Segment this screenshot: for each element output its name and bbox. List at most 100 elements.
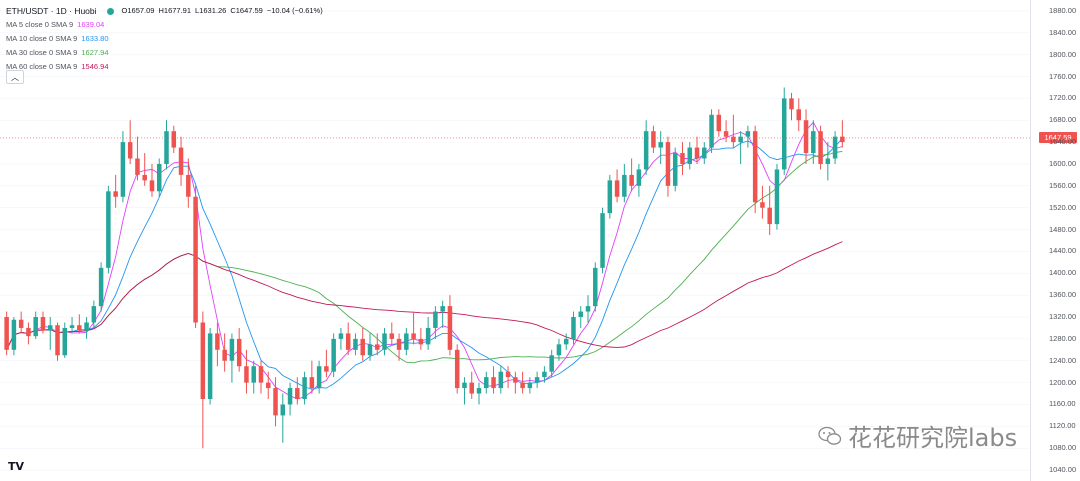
- candle[interactable]: [273, 377, 278, 427]
- candle[interactable]: [280, 393, 286, 443]
- candle[interactable]: [694, 136, 700, 164]
- candle[interactable]: [600, 207, 605, 274]
- candle[interactable]: [709, 109, 714, 154]
- candle[interactable]: [585, 295, 591, 323]
- candle[interactable]: [425, 317, 431, 350]
- candle[interactable]: [200, 311, 206, 449]
- candle[interactable]: [578, 306, 583, 328]
- candle[interactable]: [244, 349, 249, 394]
- candle[interactable]: [440, 300, 445, 328]
- candle[interactable]: [702, 142, 707, 164]
- candle[interactable]: [520, 371, 525, 394]
- candle[interactable]: [207, 327, 213, 405]
- candle[interactable]: [193, 185, 198, 328]
- price-axis[interactable]: 1647.59 1040.00 1080.00 1120.00 1160.00 1200…: [1030, 0, 1080, 481]
- candle[interactable]: [825, 142, 831, 181]
- candle[interactable]: [77, 314, 82, 334]
- collapse-legend-button[interactable]: ︿: [6, 70, 24, 84]
- candle[interactable]: [84, 317, 89, 339]
- candle[interactable]: [55, 322, 60, 361]
- candle[interactable]: [418, 327, 424, 350]
- candle[interactable]: [433, 306, 438, 339]
- candle[interactable]: [447, 295, 453, 356]
- candle[interactable]: [338, 327, 344, 350]
- candle[interactable]: [309, 360, 315, 394]
- candle[interactable]: [614, 169, 620, 203]
- candle[interactable]: [98, 262, 104, 312]
- candle[interactable]: [186, 158, 191, 208]
- indicator-ma10[interactable]: MA 10 close 0 SMA 9 1633.80: [6, 32, 323, 46]
- candle[interactable]: [18, 311, 24, 334]
- candle[interactable]: [832, 131, 838, 164]
- candle[interactable]: [324, 349, 329, 378]
- candle[interactable]: [316, 360, 322, 394]
- candle[interactable]: [527, 377, 533, 394]
- candle[interactable]: [389, 322, 395, 345]
- candle[interactable]: [607, 174, 613, 219]
- indicator-ma5[interactable]: MA 5 close 0 SMA 9 1639.04: [6, 18, 323, 32]
- candle[interactable]: [469, 371, 474, 400]
- candle[interactable]: [40, 311, 46, 334]
- candle[interactable]: [840, 120, 845, 148]
- candle[interactable]: [295, 377, 300, 405]
- candle[interactable]: [752, 125, 758, 214]
- candle[interactable]: [396, 333, 402, 361]
- candle[interactable]: [26, 322, 31, 345]
- candle[interactable]: [375, 333, 380, 356]
- candle[interactable]: [251, 360, 256, 394]
- candle[interactable]: [236, 327, 242, 372]
- candle[interactable]: [672, 147, 678, 192]
- candle[interactable]: [643, 120, 649, 175]
- candle[interactable]: [367, 333, 373, 361]
- candle[interactable]: [484, 371, 489, 394]
- candle[interactable]: [658, 131, 663, 164]
- candle[interactable]: [91, 300, 97, 328]
- indicator-ma30[interactable]: MA 30 close 0 SMA 9 1627.94: [6, 46, 323, 60]
- candle[interactable]: [171, 125, 177, 154]
- candle[interactable]: [665, 136, 671, 197]
- candle[interactable]: [113, 174, 118, 208]
- candle[interactable]: [266, 371, 271, 400]
- candle[interactable]: [345, 322, 351, 356]
- candle[interactable]: [498, 366, 504, 394]
- candle[interactable]: [62, 322, 68, 359]
- candle[interactable]: [534, 371, 540, 389]
- candle[interactable]: [571, 311, 576, 345]
- candle[interactable]: [789, 92, 794, 121]
- candle[interactable]: [215, 322, 220, 367]
- candle[interactable]: [33, 311, 38, 339]
- candle[interactable]: [723, 120, 729, 143]
- candle[interactable]: [716, 109, 722, 137]
- candle[interactable]: [687, 142, 693, 170]
- symbol-label[interactable]: ETH/USDT · 1D · Huobi: [6, 6, 97, 16]
- candle[interactable]: [781, 87, 787, 175]
- candle[interactable]: [629, 158, 634, 192]
- candle[interactable]: [258, 360, 264, 394]
- candle[interactable]: [229, 333, 235, 383]
- candle[interactable]: [156, 158, 162, 197]
- candle[interactable]: [178, 136, 184, 186]
- candle[interactable]: [738, 131, 743, 164]
- candle[interactable]: [636, 163, 642, 197]
- candle[interactable]: [149, 163, 155, 197]
- candle[interactable]: [47, 317, 53, 350]
- candle[interactable]: [360, 327, 365, 361]
- candle[interactable]: [135, 136, 140, 181]
- candle[interactable]: [774, 163, 780, 230]
- candle[interactable]: [731, 114, 736, 148]
- candle[interactable]: [593, 262, 598, 312]
- candle[interactable]: [142, 153, 147, 186]
- candle[interactable]: [803, 109, 809, 164]
- tradingview-logo[interactable]: TV: [8, 460, 25, 473]
- candle[interactable]: [505, 366, 511, 389]
- candle[interactable]: [680, 142, 685, 175]
- candle[interactable]: [462, 377, 467, 405]
- candle[interactable]: [222, 333, 227, 372]
- candle[interactable]: [556, 338, 562, 361]
- candle[interactable]: [549, 349, 554, 378]
- candle[interactable]: [622, 163, 627, 203]
- candle[interactable]: [411, 311, 416, 345]
- candle[interactable]: [331, 333, 336, 378]
- candle[interactable]: [4, 311, 9, 356]
- candle[interactable]: [811, 120, 816, 164]
